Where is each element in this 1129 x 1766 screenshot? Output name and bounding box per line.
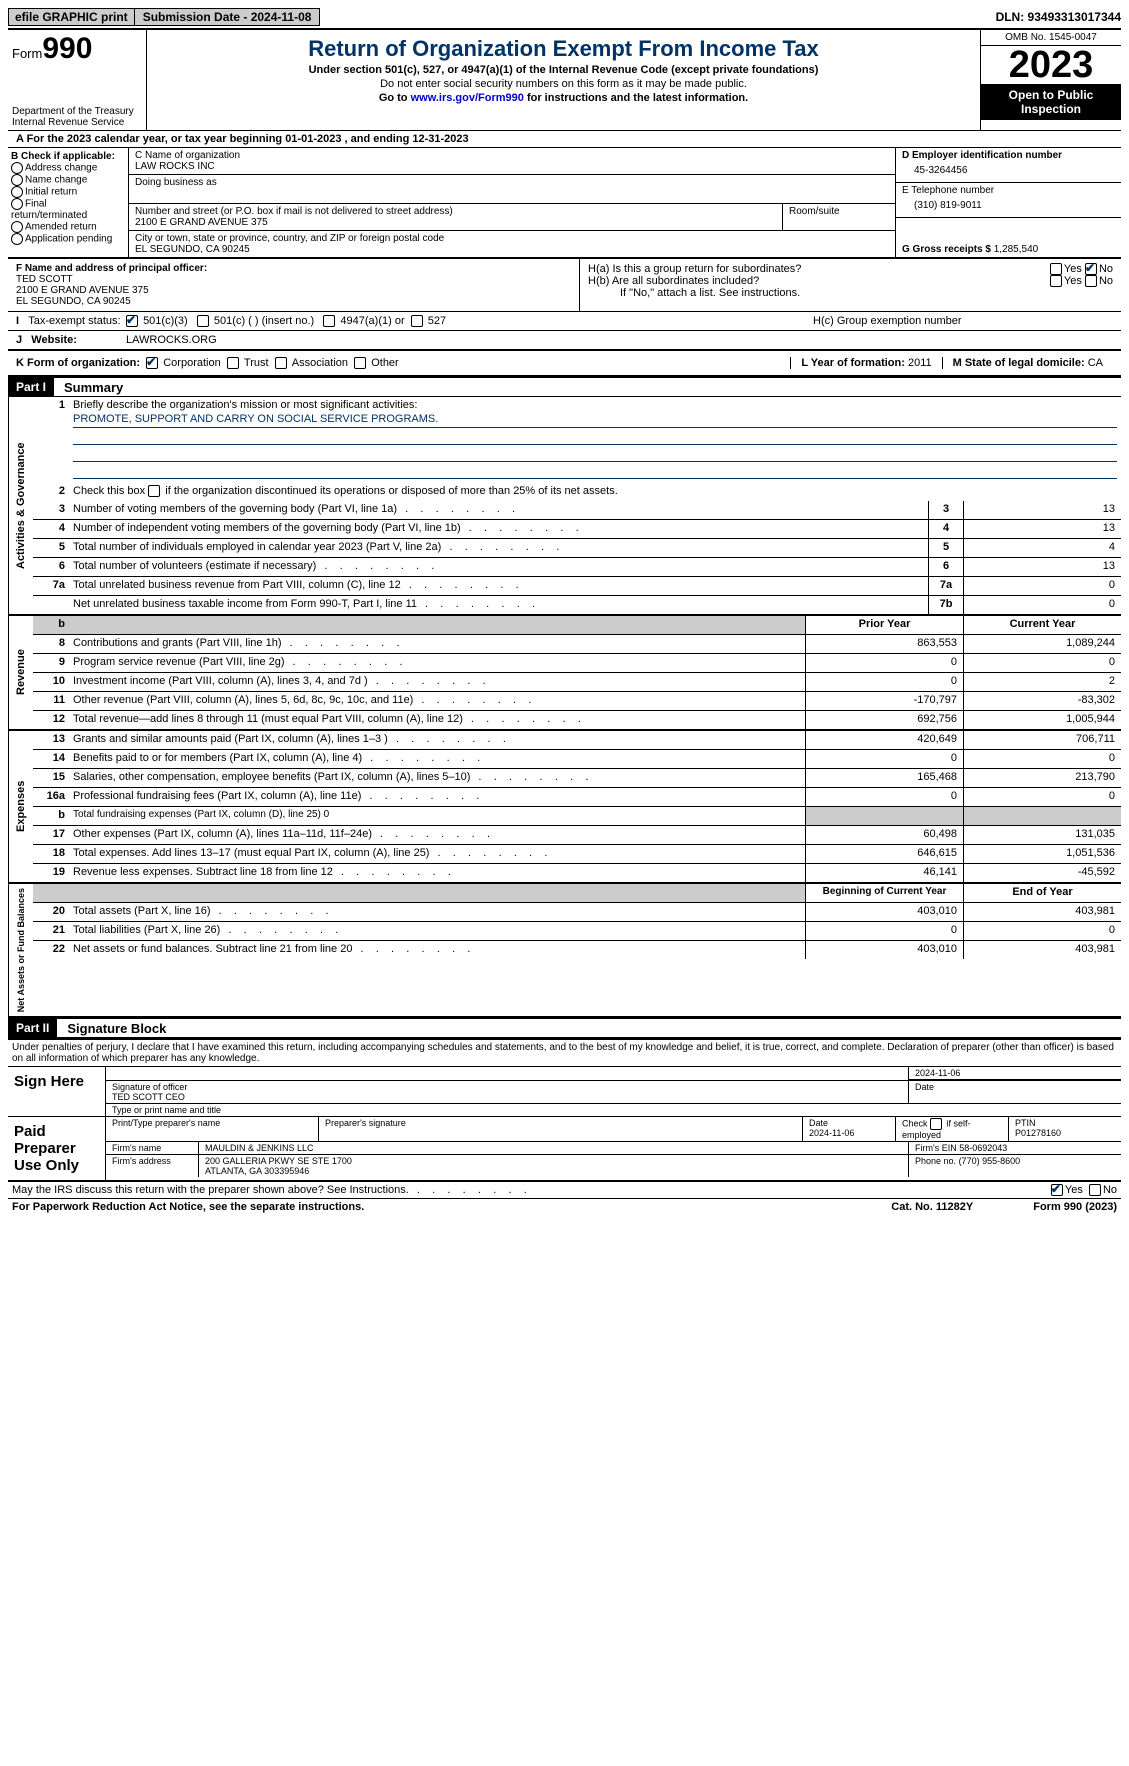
officer-sig-name: TED SCOTT CEO — [112, 1092, 185, 1102]
side-label-revenue: Revenue — [8, 616, 33, 729]
checkbox-4947[interactable] — [323, 315, 335, 327]
discuss-row: May the IRS discuss this return with the… — [8, 1180, 1121, 1199]
checkbox-501c[interactable] — [197, 315, 209, 327]
line-a: A For the 2023 calendar year, or tax yea… — [8, 131, 1121, 148]
checkbox-hb-yes[interactable] — [1050, 275, 1062, 287]
checkbox-final-return[interactable] — [11, 198, 23, 210]
checkbox-trust[interactable] — [227, 357, 239, 369]
form-k-row: K Form of organization: Corporation Trus… — [8, 350, 1121, 377]
checkbox-501c3[interactable] — [126, 315, 138, 327]
summary-revenue: Revenue b Prior Year Current Year 8 Cont… — [8, 616, 1121, 731]
checkbox-initial-return[interactable] — [11, 186, 23, 198]
checkbox-amended[interactable] — [11, 221, 23, 233]
form-prefix: Form — [12, 46, 42, 61]
side-label-governance: Activities & Governance — [8, 397, 33, 614]
subtitle-1: Under section 501(c), 527, or 4947(a)(1)… — [151, 64, 976, 76]
checkbox-hb-no[interactable] — [1085, 275, 1097, 287]
checkbox-ha-yes[interactable] — [1050, 263, 1062, 275]
form-header: Form990 Department of the Treasury Inter… — [8, 30, 1121, 131]
side-label-expenses: Expenses — [8, 731, 33, 882]
tax-year: 2023 — [981, 46, 1121, 84]
checkbox-assoc[interactable] — [275, 357, 287, 369]
mission-text: PROMOTE, SUPPORT AND CARRY ON SOCIAL SER… — [73, 413, 1117, 428]
irs-link[interactable]: www.irs.gov/Form990 — [411, 92, 524, 104]
box-b: B Check if applicable: Address change Na… — [8, 148, 129, 257]
summary-net-assets: Net Assets or Fund Balances Beginning of… — [8, 884, 1121, 1018]
firm-name: MAULDIN & JENKINS LLC — [199, 1142, 909, 1154]
checkbox-address-change[interactable] — [11, 162, 23, 174]
dln-number: DLN: 93493313017344 — [996, 10, 1121, 24]
summary-expenses: Expenses 13 Grants and similar amounts p… — [8, 731, 1121, 884]
checkbox-corp[interactable] — [146, 357, 158, 369]
checkbox-discontinued[interactable] — [148, 485, 160, 497]
org-address: 2100 E GRAND AVENUE 375 — [135, 217, 776, 228]
checkbox-discuss-yes[interactable] — [1051, 1184, 1063, 1196]
sign-here-label: Sign Here — [8, 1067, 106, 1116]
ein-value: 45-3264456 — [902, 161, 1115, 180]
phone-value: (310) 819-9011 — [902, 196, 1115, 215]
status-rows: I Tax-exempt status: 501(c)(3) 501(c) ( … — [8, 312, 1121, 350]
side-label-net: Net Assets or Fund Balances — [8, 884, 33, 1016]
form-title: Return of Organization Exempt From Incom… — [151, 36, 976, 62]
part-1-header: Part I Summary — [8, 377, 1121, 397]
ptin-value: P01278160 — [1015, 1128, 1061, 1138]
part-2-header: Part II Signature Block — [8, 1018, 1121, 1038]
efile-button[interactable]: efile GRAPHIC print — [8, 8, 135, 26]
form-number: 990 — [42, 32, 92, 65]
footer-row: For Paperwork Reduction Act Notice, see … — [8, 1199, 1121, 1215]
officer-section: F Name and address of principal officer:… — [8, 258, 1121, 312]
checkbox-ha-no[interactable] — [1085, 263, 1097, 275]
box-d: D Employer identification number 45-3264… — [895, 148, 1121, 257]
box-c: C Name of organization LAW ROCKS INC Doi… — [129, 148, 895, 257]
checkbox-527[interactable] — [411, 315, 423, 327]
checkbox-self-employed[interactable] — [930, 1118, 942, 1130]
department-label: Department of the Treasury Internal Reve… — [12, 106, 142, 128]
checkbox-other[interactable] — [354, 357, 366, 369]
checkbox-name-change[interactable] — [11, 174, 23, 186]
checkbox-discuss-no[interactable] — [1089, 1184, 1101, 1196]
entity-grid: B Check if applicable: Address change Na… — [8, 148, 1121, 258]
inspection-label: Open to Public Inspection — [981, 84, 1121, 120]
website-value: LAWROCKS.ORG — [126, 334, 217, 346]
declaration-text: Under penalties of perjury, I declare th… — [8, 1040, 1121, 1066]
gross-receipts: 1,285,540 — [994, 244, 1039, 255]
subtitle-2: Do not enter social security numbers on … — [151, 78, 976, 90]
summary-governance: Activities & Governance 1 Briefly descri… — [8, 397, 1121, 616]
submission-date: Submission Date - 2024-11-08 — [135, 8, 321, 26]
top-bar: efile GRAPHIC print Submission Date - 20… — [8, 8, 1121, 30]
org-city: EL SEGUNDO, CA 90245 — [135, 244, 889, 255]
officer-name: TED SCOTT — [16, 274, 571, 285]
org-name: LAW ROCKS INC — [135, 161, 889, 172]
paid-preparer-label: Paid Preparer Use Only — [8, 1117, 106, 1180]
checkbox-pending[interactable] — [11, 233, 23, 245]
signature-block: Under penalties of perjury, I declare th… — [8, 1038, 1121, 1180]
